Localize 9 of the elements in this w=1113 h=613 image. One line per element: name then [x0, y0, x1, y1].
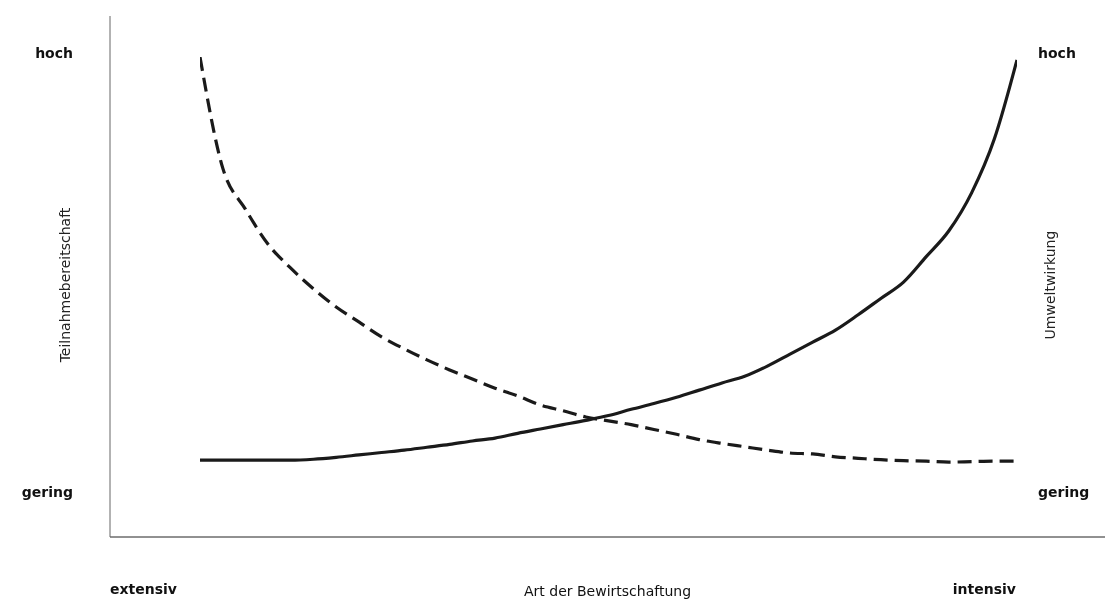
text: Umweltwirkung [1041, 229, 1059, 342]
text: gering [21, 483, 73, 501]
x-axis-title: Art der Bewirtschaftung [523, 583, 692, 599]
text: hoch [35, 44, 73, 62]
text: intensiv [952, 580, 1016, 598]
text: extensiv [110, 580, 177, 598]
text: Teilnahmebereitschaft [56, 206, 74, 365]
text: hoch [1038, 44, 1076, 62]
text: gering [1038, 483, 1090, 501]
